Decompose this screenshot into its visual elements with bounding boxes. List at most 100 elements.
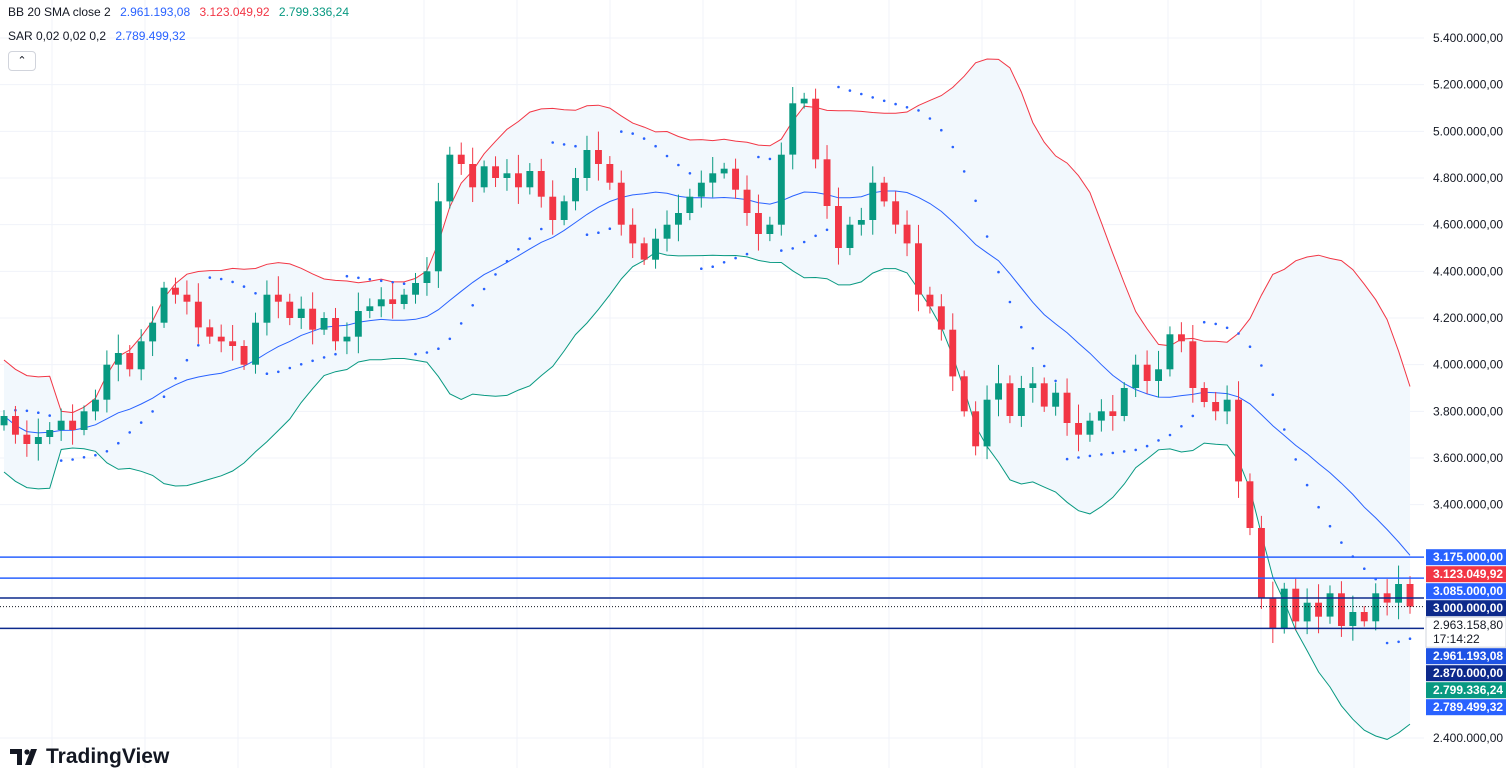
candle[interactable] <box>1189 325 1197 403</box>
candle[interactable] <box>434 182 442 288</box>
candle[interactable] <box>286 293 294 326</box>
candle[interactable] <box>480 160 488 193</box>
candle[interactable] <box>469 147 477 203</box>
candle[interactable] <box>1075 404 1082 452</box>
candle[interactable] <box>309 292 317 345</box>
candle[interactable] <box>537 158 545 208</box>
candle[interactable] <box>823 145 831 219</box>
candle[interactable] <box>332 307 339 351</box>
candle[interactable] <box>629 208 637 259</box>
candle[interactable] <box>1097 399 1105 432</box>
candle[interactable] <box>1326 585 1334 624</box>
candle[interactable] <box>1166 326 1174 377</box>
candle[interactable] <box>1235 381 1242 498</box>
candle[interactable] <box>1280 582 1288 634</box>
candle[interactable] <box>686 188 694 221</box>
candle[interactable] <box>126 345 134 377</box>
candle[interactable] <box>320 312 328 335</box>
candle[interactable] <box>46 422 54 445</box>
candle[interactable] <box>1017 375 1025 427</box>
candle[interactable] <box>103 350 111 413</box>
bb-legend[interactable]: BB 20 SMA close 2 2.961.193,08 3.123.049… <box>8 5 355 19</box>
candle[interactable] <box>1223 385 1231 425</box>
price-badge[interactable]: 3.085.000,00 <box>1426 583 1506 600</box>
candle[interactable] <box>274 276 282 319</box>
candle[interactable] <box>377 287 385 318</box>
candle[interactable] <box>857 207 865 236</box>
candle[interactable] <box>343 322 351 355</box>
candle[interactable] <box>1040 377 1048 412</box>
candle[interactable] <box>57 408 65 441</box>
candle[interactable] <box>595 131 602 181</box>
candle[interactable] <box>263 280 271 336</box>
candle[interactable] <box>606 156 614 190</box>
candle[interactable] <box>1109 395 1117 431</box>
candle[interactable] <box>69 404 77 445</box>
candle[interactable] <box>903 210 911 257</box>
tradingview-logo[interactable]: TradingView <box>10 745 169 768</box>
candle[interactable] <box>34 418 42 461</box>
candle[interactable] <box>457 142 465 175</box>
candle[interactable] <box>503 159 511 191</box>
candle[interactable] <box>217 324 225 353</box>
candle[interactable] <box>0 410 8 431</box>
price-badge[interactable]: 2.789.499,32 <box>1426 699 1506 716</box>
candle[interactable] <box>492 156 499 188</box>
candle[interactable] <box>640 237 648 265</box>
candle[interactable] <box>1132 354 1140 398</box>
candle[interactable] <box>400 288 408 310</box>
candle[interactable] <box>366 298 374 319</box>
price-badge[interactable]: 3.175.000,00 <box>1426 549 1506 566</box>
price-badge[interactable]: 2.870.000,00 <box>1426 665 1506 682</box>
candle[interactable] <box>560 195 568 226</box>
candle[interactable] <box>995 364 1002 417</box>
candle[interactable] <box>1315 584 1322 634</box>
candle[interactable] <box>800 92 808 109</box>
candle[interactable] <box>23 420 31 457</box>
candle[interactable] <box>12 405 19 444</box>
candle[interactable] <box>423 257 431 296</box>
price-badge[interactable]: 2.799.336,24 <box>1426 682 1506 699</box>
candle[interactable] <box>789 87 797 170</box>
sar-legend[interactable]: SAR 0,02 0,02 0,2 2.789.499,32 <box>8 29 192 43</box>
candle[interactable] <box>240 340 248 370</box>
candle[interactable] <box>846 216 854 256</box>
candle[interactable] <box>160 281 168 328</box>
candle[interactable] <box>869 166 877 235</box>
candle[interactable] <box>229 325 237 361</box>
candle[interactable] <box>1086 412 1094 442</box>
price-badge[interactable]: 3.000.000,00 <box>1426 600 1506 617</box>
candle[interactable] <box>583 135 591 191</box>
candle[interactable] <box>137 329 145 381</box>
candle[interactable] <box>1406 576 1414 614</box>
candle[interactable] <box>1360 606 1368 627</box>
candle[interactable] <box>354 292 362 354</box>
candle[interactable] <box>1292 578 1300 631</box>
candle[interactable] <box>983 385 991 460</box>
collapse-legend-button[interactable]: ⌃ <box>8 51 36 71</box>
candle[interactable] <box>892 191 900 234</box>
candle[interactable] <box>835 187 842 265</box>
candle[interactable] <box>297 296 305 329</box>
candle[interactable] <box>743 175 751 226</box>
candle[interactable] <box>412 272 419 304</box>
price-badge[interactable]: 2.961.193,08 <box>1426 648 1506 665</box>
candle[interactable] <box>949 313 957 392</box>
candle[interactable] <box>1029 367 1037 403</box>
candle[interactable] <box>1120 382 1128 422</box>
candle[interactable] <box>1052 382 1060 416</box>
candle[interactable] <box>1143 350 1151 394</box>
candle[interactable] <box>149 306 157 357</box>
candle[interactable] <box>880 176 888 207</box>
candle[interactable] <box>172 277 179 304</box>
candle[interactable] <box>389 283 397 319</box>
candle[interactable] <box>652 228 659 269</box>
candle[interactable] <box>675 194 682 242</box>
candle[interactable] <box>1006 375 1014 424</box>
candle[interactable] <box>697 170 705 208</box>
candle[interactable] <box>446 146 454 209</box>
candle[interactable] <box>1178 322 1185 353</box>
candle[interactable] <box>1200 382 1208 408</box>
